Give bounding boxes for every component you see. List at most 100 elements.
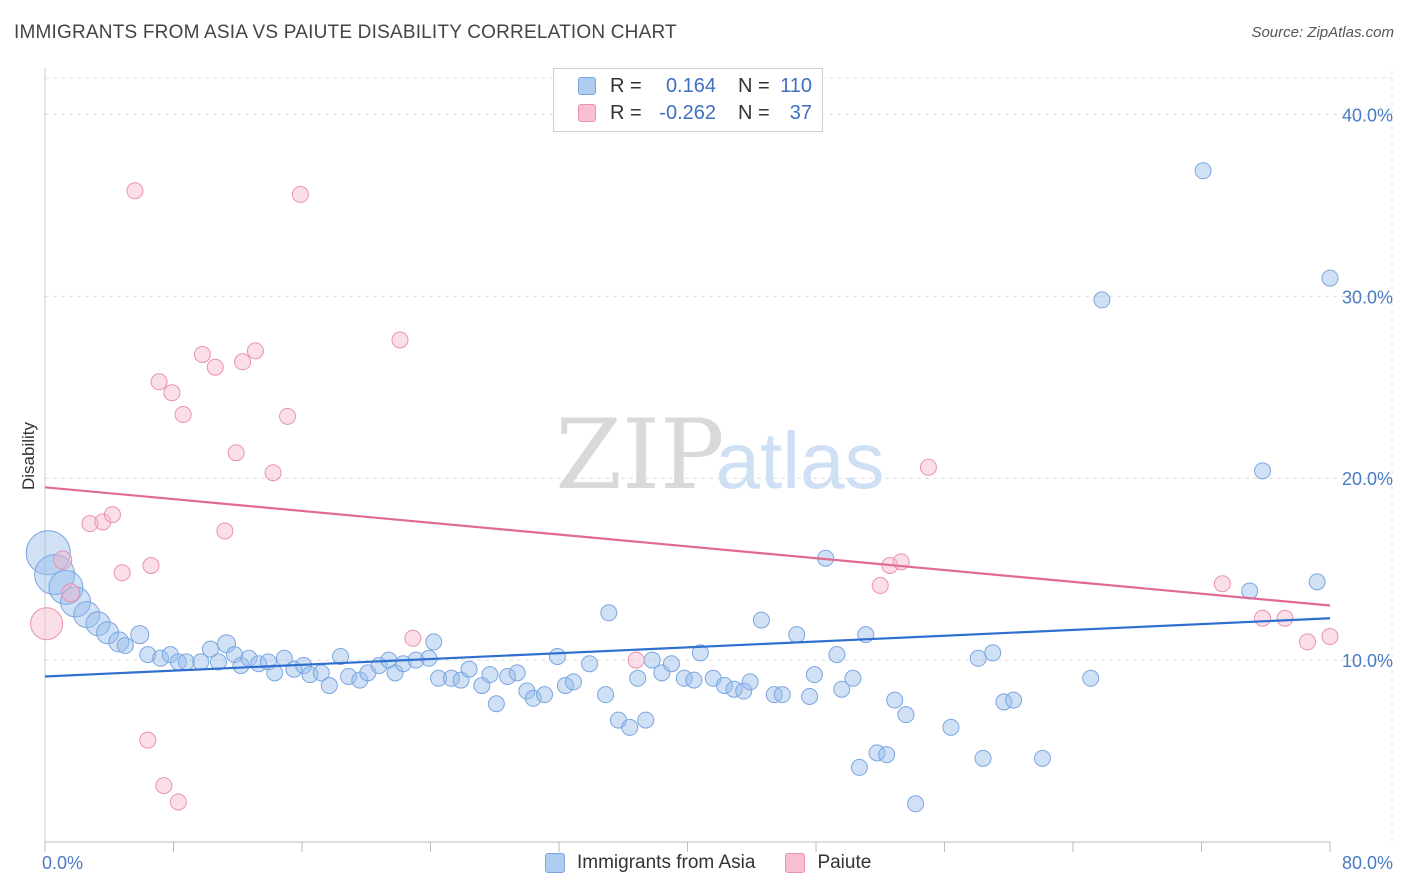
grid-lines: [45, 70, 1393, 842]
point-immigrants-from-asia: [984, 644, 1002, 662]
bottom-legend-label: Immigrants from Asia: [577, 852, 756, 873]
bottom-legend-swatch-immigrants: [545, 853, 565, 873]
point-immigrants-from-asia: [320, 677, 338, 695]
point-immigrants-from-asia: [773, 686, 791, 704]
source-label: Source: ZipAtlas.com: [1251, 24, 1394, 41]
legend-r-value: 0.164: [665, 74, 716, 97]
point-immigrants-from-asia: [886, 691, 904, 709]
point-immigrants-from-asia: [637, 711, 655, 729]
bottom-legend-immigrants: Immigrants from Asia: [545, 852, 755, 874]
point-paiute: [1276, 609, 1294, 627]
point-paiute: [871, 577, 889, 595]
point-paiute: [391, 331, 409, 349]
point-immigrants-from-asia: [209, 653, 227, 671]
point-immigrants-from-asia: [833, 680, 851, 698]
point-immigrants-from-asia: [332, 647, 350, 665]
point-paiute: [103, 506, 121, 524]
x-tick-label-max: 80.0%: [1342, 853, 1393, 873]
point-immigrants-from-asia: [1093, 291, 1111, 309]
point-paiute: [216, 522, 234, 540]
point-immigrants-from-asia: [581, 655, 599, 673]
point-immigrants-from-asia: [518, 682, 536, 700]
point-immigrants-from-asia: [460, 660, 478, 678]
point-immigrants-from-asia: [25, 530, 71, 576]
legend-swatch-immigrants: [578, 77, 596, 95]
point-paiute: [1254, 609, 1272, 627]
trend-line-immigrants-from-asia: [44, 617, 1331, 678]
point-immigrants-from-asia: [597, 686, 615, 704]
point-immigrants-from-asia: [499, 667, 517, 685]
point-immigrants-from-asia: [1033, 749, 1051, 767]
point-immigrants-from-asia: [942, 718, 960, 736]
point-immigrants-from-asia: [752, 611, 770, 629]
point-immigrants-from-asia: [1194, 162, 1212, 180]
point-immigrants-from-asia: [536, 686, 554, 704]
point-immigrants-from-asia: [735, 682, 753, 700]
point-immigrants-from-asia: [621, 718, 639, 736]
trend-lines: [44, 486, 1331, 678]
point-paiute: [1321, 627, 1339, 645]
point-paiute: [94, 513, 112, 531]
point-immigrants-from-asia: [801, 687, 819, 705]
point-immigrants-from-asia: [600, 604, 618, 622]
point-paiute: [246, 342, 264, 360]
point-paiute: [234, 353, 252, 371]
point-immigrants-from-asia: [828, 646, 846, 664]
point-immigrants-from-asia: [1254, 462, 1272, 480]
legend-n-value: 37: [789, 101, 812, 124]
point-immigrants-from-asia: [844, 669, 862, 687]
point-immigrants-from-asia: [524, 689, 542, 707]
bottom-legend-paiute: Paiute: [785, 852, 871, 874]
point-immigrants-from-asia: [508, 664, 526, 682]
legend-n-label: N =: [738, 74, 770, 97]
data-points: [25, 162, 1339, 813]
point-immigrants-from-asia: [481, 666, 499, 684]
point-immigrants-from-asia: [788, 626, 806, 644]
point-immigrants-from-asia: [130, 625, 150, 645]
legend-row-paiute: R = -0.262 N = 37: [578, 100, 812, 126]
y-tick-label: 20.0%: [1342, 469, 1393, 489]
point-immigrants-from-asia: [226, 646, 244, 664]
point-immigrants-from-asia: [662, 655, 680, 673]
chart-title: IMMIGRANTS FROM ASIA VS PAIUTE DISABILIT…: [14, 22, 677, 43]
legend-r-value: -0.262: [659, 101, 716, 124]
legend-box: R = 0.164 N = 110 R = -0.262 N = 37: [553, 68, 823, 132]
point-paiute: [193, 345, 211, 363]
point-paiute: [227, 444, 245, 462]
point-paiute: [53, 550, 73, 570]
point-immigrants-from-asia: [564, 673, 582, 691]
point-immigrants-from-asia: [878, 746, 896, 764]
point-immigrants-from-asia: [629, 669, 647, 687]
point-paiute: [169, 793, 187, 811]
point-immigrants-from-asia: [340, 667, 358, 685]
point-immigrants-from-asia: [1005, 691, 1023, 709]
point-immigrants-from-asia: [691, 644, 709, 662]
legend-r-label: R =: [610, 101, 642, 124]
point-immigrants-from-asia: [96, 621, 120, 645]
point-paiute: [264, 464, 282, 482]
point-paiute: [404, 629, 422, 647]
y-axis-label: Disability: [19, 421, 38, 490]
point-paiute: [1299, 633, 1317, 651]
point-paiute: [919, 458, 937, 476]
point-immigrants-from-asia: [1308, 573, 1326, 591]
point-immigrants-from-asia: [177, 653, 195, 671]
trend-line-paiute: [44, 486, 1331, 607]
point-immigrants-from-asia: [548, 647, 566, 665]
bottom-legend-swatch-paiute: [785, 853, 806, 873]
point-immigrants-from-asia: [1082, 669, 1100, 687]
point-paiute: [61, 583, 81, 603]
point-immigrants-from-asia: [907, 795, 925, 813]
point-immigrants-from-asia: [201, 640, 219, 658]
point-paiute: [30, 607, 64, 641]
legend-n-value: 110: [780, 74, 812, 97]
tick-labels: 10.0% 20.0% 30.0% 40.0% 0.0% 80.0%: [42, 105, 1393, 873]
watermark-zip: ZIP: [555, 399, 724, 511]
x-tick-label-min: 0.0%: [42, 853, 83, 873]
bottom-legend-label: Paiute: [817, 852, 872, 873]
point-immigrants-from-asia: [685, 671, 703, 689]
point-paiute: [279, 407, 297, 425]
point-immigrants-from-asia: [487, 695, 505, 713]
bottom-legend: Immigrants from Asia Paiute: [545, 852, 901, 874]
